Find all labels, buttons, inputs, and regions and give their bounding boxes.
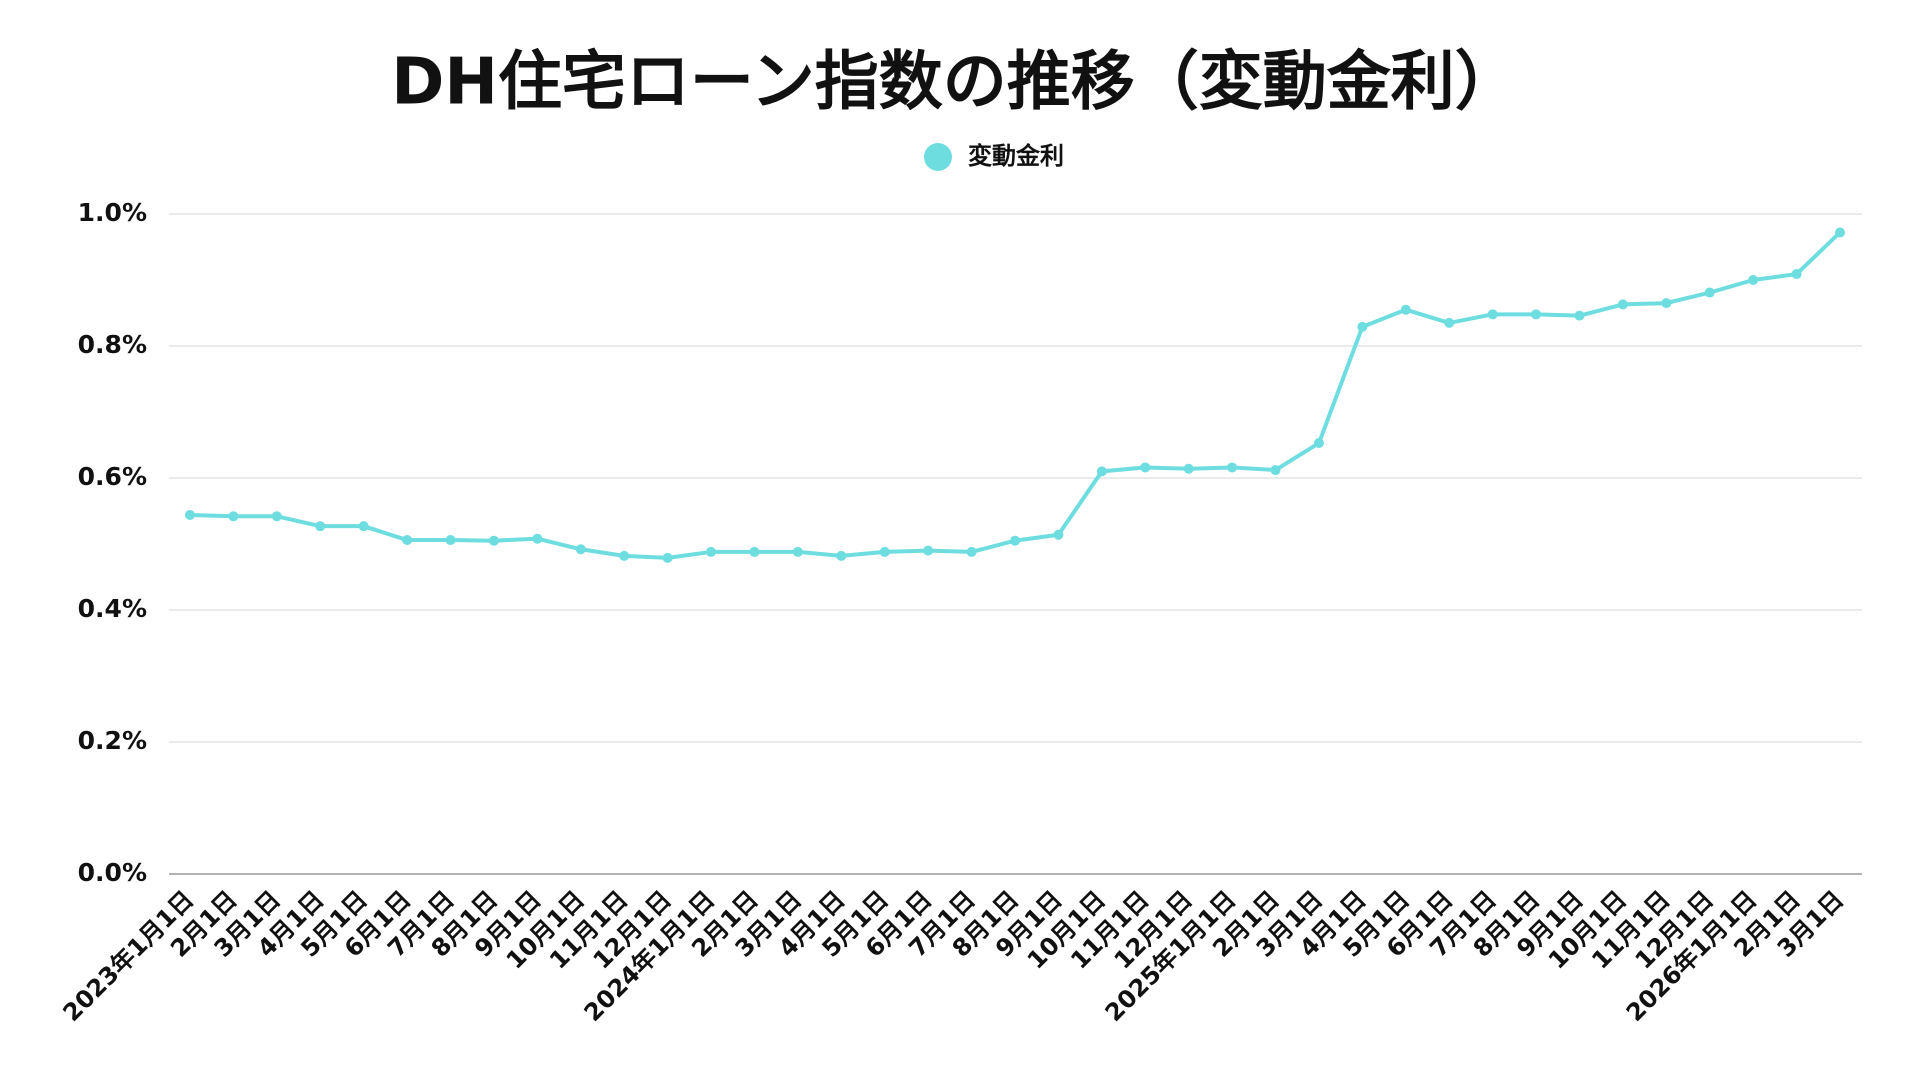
data-point — [1313, 438, 1324, 449]
data-point — [228, 511, 239, 522]
legend-marker — [924, 143, 952, 171]
data-point — [315, 521, 326, 532]
data-point — [1704, 287, 1715, 298]
data-point — [1357, 321, 1368, 332]
data-point — [1010, 535, 1020, 546]
y-tick-label: 0.0% — [78, 858, 147, 887]
data-point — [1531, 309, 1542, 320]
data-point — [1227, 462, 1238, 473]
data-point — [1487, 309, 1498, 320]
data-point — [488, 535, 499, 546]
data-point — [532, 533, 543, 544]
data-point — [662, 552, 673, 563]
data-point — [1791, 269, 1802, 280]
data-point — [1053, 529, 1064, 540]
data-point — [706, 546, 717, 557]
data-point — [1140, 462, 1151, 473]
data-point — [1183, 463, 1194, 474]
data-point — [1617, 299, 1628, 310]
data-point — [1270, 465, 1281, 476]
data-point — [575, 544, 586, 555]
data-point — [1400, 304, 1411, 315]
y-tick-label: 0.8% — [78, 330, 147, 359]
data-point — [1748, 275, 1759, 285]
data-point — [1574, 310, 1585, 321]
data-point — [402, 535, 413, 546]
chart-title: DH住宅ローン指数の推移（変動金利） — [391, 46, 1519, 120]
data-point — [445, 535, 456, 546]
data-point — [1444, 317, 1455, 328]
data-point — [619, 550, 630, 561]
y-tick-label: 0.6% — [78, 462, 147, 491]
data-point — [966, 546, 977, 557]
data-point — [271, 511, 282, 522]
legend-label: 変動金利 — [968, 142, 1064, 170]
data-point — [749, 546, 760, 557]
data-point — [1835, 227, 1845, 238]
data-point — [1096, 466, 1107, 477]
data-point — [836, 550, 847, 561]
y-tick-label: 0.4% — [78, 594, 147, 623]
data-line — [189, 231, 1842, 560]
data-point — [879, 546, 890, 557]
y-tick-label: 1.0% — [78, 198, 147, 227]
data-point — [185, 509, 195, 520]
data-point — [923, 545, 934, 556]
data-point — [358, 521, 369, 532]
data-point — [1661, 298, 1672, 309]
data-point — [792, 546, 803, 557]
y-tick-label: 0.2% — [78, 726, 147, 755]
